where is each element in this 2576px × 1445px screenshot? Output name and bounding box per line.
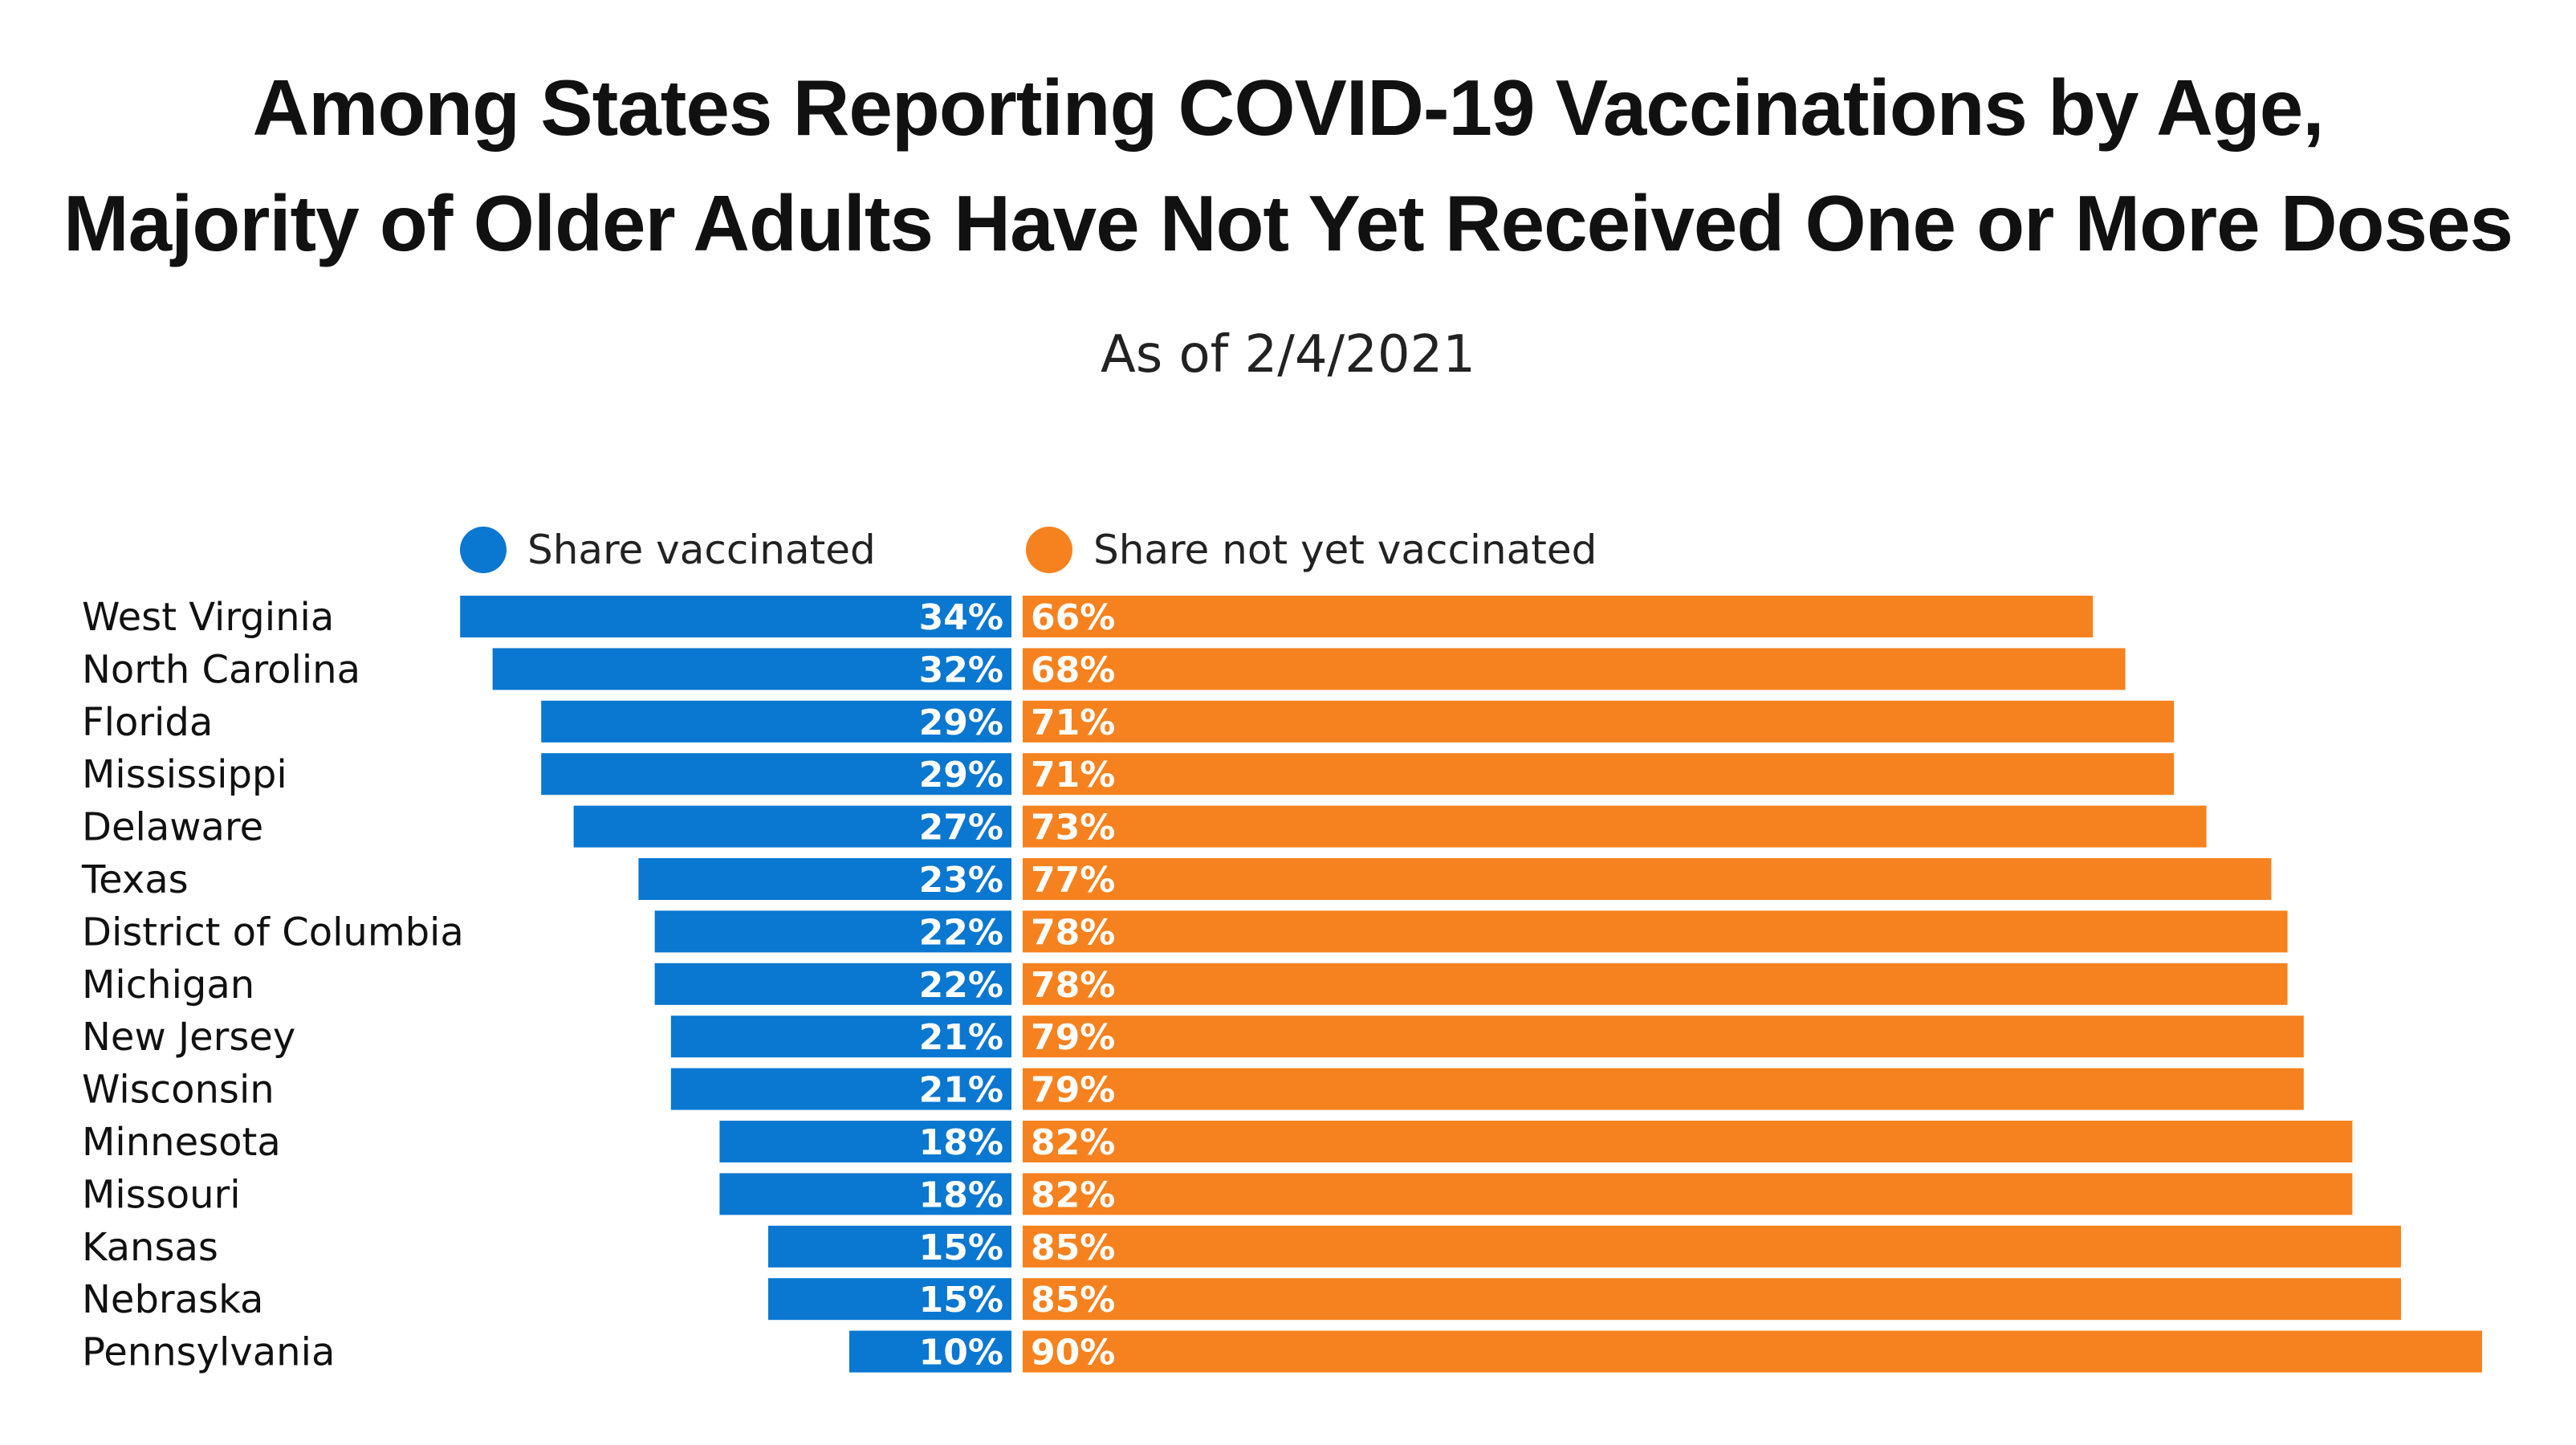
- category-label-delaware: Delaware: [82, 805, 263, 850]
- data-label-not-vaccinated-texas: 77%: [1031, 860, 1115, 901]
- category-label-minnesota: Minnesota: [82, 1120, 281, 1165]
- bar-not-vaccinated-michigan: [1023, 963, 2288, 1005]
- data-label-vaccinated-texas: 23%: [919, 860, 1003, 901]
- bar-vaccinated-north-carolina: [492, 648, 1011, 690]
- category-label-district-of-columbia: District of Columbia: [82, 910, 464, 955]
- category-label-missouri: Missouri: [82, 1172, 241, 1217]
- legend-swatch-vaccinated: [460, 527, 507, 573]
- data-label-not-vaccinated-mississippi: 71%: [1031, 755, 1115, 796]
- bar-not-vaccinated-florida: [1023, 700, 2175, 743]
- chart-subtitle: As of 2/4/2021: [1101, 325, 1475, 385]
- bar-not-vaccinated-missouri: [1023, 1173, 2353, 1215]
- data-label-vaccinated-kansas: 15%: [919, 1227, 1003, 1268]
- bar-vaccinated-pennsylvania: [849, 1330, 1011, 1373]
- data-label-vaccinated-missouri: 18%: [919, 1174, 1003, 1215]
- category-label-pennsylvania: Pennsylvania: [82, 1330, 335, 1375]
- chart-title-line-1: Among States Reporting COVID-19 Vaccinat…: [252, 63, 2325, 152]
- data-label-not-vaccinated-florida: 71%: [1031, 702, 1115, 743]
- bar-not-vaccinated-wisconsin: [1023, 1068, 2304, 1110]
- bar-not-vaccinated-mississippi: [1023, 753, 2175, 796]
- data-label-vaccinated-wisconsin: 21%: [919, 1070, 1003, 1111]
- data-label-vaccinated-nebraska: 15%: [919, 1280, 1003, 1321]
- data-label-vaccinated-pennsylvania: 10%: [919, 1333, 1003, 1374]
- legend-label-not-vaccinated: Share not yet vaccinated: [1093, 527, 1597, 573]
- data-label-not-vaccinated-wisconsin: 79%: [1031, 1070, 1115, 1111]
- data-label-not-vaccinated-missouri: 82%: [1031, 1174, 1115, 1215]
- data-label-not-vaccinated-delaware: 73%: [1031, 808, 1115, 849]
- data-label-vaccinated-michigan: 22%: [919, 965, 1003, 1006]
- bar-not-vaccinated-district-of-columbia: [1023, 910, 2288, 953]
- bar-not-vaccinated-west-virginia: [1023, 596, 2094, 637]
- data-label-vaccinated-minnesota: 18%: [919, 1122, 1003, 1163]
- bar-vaccinated-delaware: [573, 805, 1011, 848]
- bar-vaccinated-florida: [541, 700, 1011, 743]
- bar-vaccinated-minnesota: [719, 1121, 1011, 1162]
- data-label-vaccinated-district-of-columbia: 22%: [919, 912, 1003, 953]
- data-label-not-vaccinated-nebraska: 85%: [1031, 1280, 1115, 1321]
- data-label-not-vaccinated-michigan: 78%: [1031, 965, 1115, 1006]
- data-label-not-vaccinated-district-of-columbia: 78%: [1031, 912, 1115, 953]
- data-label-not-vaccinated-minnesota: 82%: [1031, 1122, 1115, 1163]
- bar-not-vaccinated-north-carolina: [1023, 648, 2126, 690]
- category-label-new-jersey: New Jersey: [82, 1015, 295, 1060]
- data-label-not-vaccinated-north-carolina: 68%: [1031, 649, 1115, 690]
- bar-vaccinated-texas: [638, 858, 1011, 900]
- data-label-vaccinated-florida: 29%: [919, 702, 1003, 743]
- data-label-not-vaccinated-kansas: 85%: [1031, 1227, 1115, 1268]
- data-label-not-vaccinated-west-virginia: 66%: [1031, 597, 1115, 638]
- category-label-north-carolina: North Carolina: [82, 647, 360, 692]
- bar-vaccinated-wisconsin: [670, 1068, 1011, 1110]
- bar-vaccinated-new-jersey: [670, 1016, 1011, 1058]
- bar-not-vaccinated-texas: [1023, 858, 2272, 900]
- bar-vaccinated-kansas: [768, 1225, 1011, 1268]
- bar-vaccinated-missouri: [719, 1173, 1011, 1215]
- legend-item-not-vaccinated: Share not yet vaccinated: [1026, 522, 1597, 578]
- bar-vaccinated-district-of-columbia: [654, 910, 1011, 953]
- data-label-vaccinated-mississippi: 29%: [919, 755, 1003, 796]
- bar-not-vaccinated-nebraska: [1023, 1278, 2401, 1321]
- category-label-nebraska: Nebraska: [82, 1277, 263, 1322]
- bar-vaccinated-mississippi: [541, 753, 1011, 796]
- chart-title-line-2: Majority of Older Adults Have Not Yet Re…: [63, 179, 2513, 267]
- bar-not-vaccinated-new-jersey: [1023, 1016, 2304, 1058]
- category-label-florida: Florida: [82, 700, 213, 745]
- legend-item-vaccinated: Share vaccinated: [460, 522, 876, 578]
- bar-not-vaccinated-minnesota: [1023, 1121, 2353, 1162]
- data-label-vaccinated-north-carolina: 32%: [919, 649, 1003, 690]
- data-label-not-vaccinated-pennsylvania: 90%: [1031, 1333, 1115, 1374]
- category-label-kansas: Kansas: [82, 1225, 218, 1270]
- category-label-wisconsin: Wisconsin: [82, 1068, 275, 1113]
- bar-not-vaccinated-delaware: [1023, 805, 2207, 848]
- category-label-michigan: Michigan: [82, 963, 254, 1007]
- bar-vaccinated-michigan: [654, 963, 1011, 1005]
- category-label-texas: Texas: [81, 857, 189, 902]
- bar-vaccinated-nebraska: [768, 1278, 1011, 1321]
- data-label-vaccinated-delaware: 27%: [919, 808, 1003, 849]
- bar-not-vaccinated-kansas: [1023, 1225, 2401, 1268]
- data-label-not-vaccinated-new-jersey: 79%: [1031, 1017, 1115, 1058]
- category-label-mississippi: Mississippi: [82, 752, 287, 797]
- data-label-vaccinated-new-jersey: 21%: [919, 1017, 1003, 1058]
- legend-label-vaccinated: Share vaccinated: [527, 527, 876, 573]
- legend-swatch-not-vaccinated: [1026, 527, 1072, 573]
- category-label-west-virginia: West Virginia: [82, 595, 334, 640]
- bar-not-vaccinated-pennsylvania: [1023, 1330, 2482, 1373]
- bar-vaccinated-west-virginia: [460, 596, 1011, 637]
- data-label-vaccinated-west-virginia: 34%: [919, 597, 1003, 638]
